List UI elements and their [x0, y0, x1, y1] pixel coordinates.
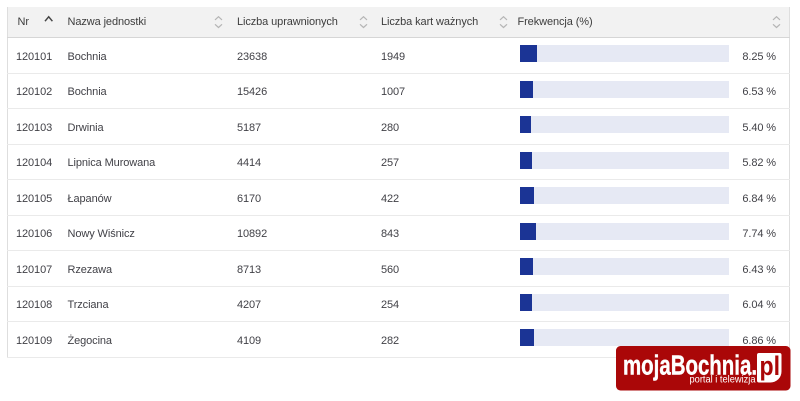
svg-text:portal i telewizja: portal i telewizja: [690, 374, 756, 386]
svg-text:pl: pl: [760, 351, 781, 381]
svg-text:mojaBochnia.: mojaBochnia.: [623, 349, 757, 380]
